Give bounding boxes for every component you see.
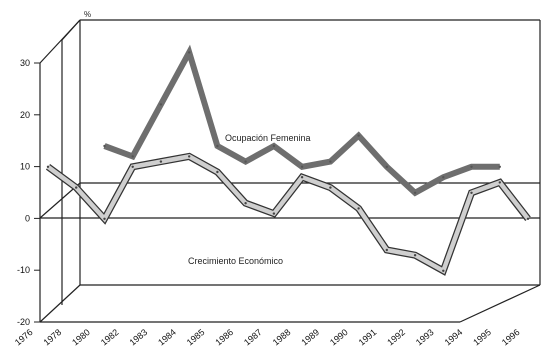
x-tick-label: 1993 (414, 327, 436, 348)
data-point (244, 160, 247, 163)
y-tick-label: -10 (17, 265, 30, 275)
x-tick-label: 1994 (443, 327, 465, 348)
series-layer (45, 44, 531, 276)
x-tick-label: 1987 (242, 327, 264, 348)
y-tick-label: 30 (20, 58, 30, 68)
x-tick-label: 1991 (357, 327, 379, 348)
y-tick-label: 10 (20, 162, 30, 172)
data-point (442, 176, 445, 179)
x-axis-ticks: 1976 1978 1980 1982 1983 1984 1985 1986 1987 1988… (13, 327, 522, 348)
x-tick-label: 1996 (500, 327, 522, 348)
data-point (131, 155, 134, 158)
x-tick-label: 1992 (385, 327, 407, 348)
data-point (470, 191, 473, 194)
data-point (413, 191, 417, 194)
data-point (131, 165, 134, 168)
data-point (329, 160, 332, 163)
data-point (498, 165, 501, 168)
x-tick-label: 1976 (13, 327, 35, 348)
data-point (159, 160, 163, 163)
data-point (413, 254, 417, 257)
y-tick-label: 20 (20, 110, 30, 120)
data-point (103, 144, 106, 148)
data-point (385, 248, 388, 252)
unit-label: % (84, 10, 91, 19)
series-line-crecimiento-economico (46, 154, 530, 275)
x-tick-label: 1988 (271, 327, 293, 348)
data-point (300, 165, 304, 168)
y-tick-label: -20 (17, 317, 30, 327)
data-point (357, 207, 360, 210)
y-tick-label: 0 (25, 213, 30, 223)
x-tick-label: 1982 (99, 327, 121, 348)
x-tick-label: 1990 (328, 327, 350, 348)
data-point (188, 51, 191, 54)
x-tick-label: 1984 (156, 327, 178, 348)
data-point (385, 165, 388, 168)
data-point (46, 165, 50, 168)
data-point (272, 212, 276, 215)
data-point (159, 103, 163, 106)
data-point (216, 144, 219, 148)
data-point (442, 269, 445, 272)
data-point (75, 186, 78, 189)
inner-left-top (61, 19, 81, 41)
data-point (188, 155, 191, 158)
x-tick-label: 1986 (213, 327, 235, 348)
series-line-ocupacion-femenina (103, 44, 500, 197)
data-point (300, 176, 304, 179)
x-tick-label: 1985 (185, 327, 207, 348)
data-point (329, 186, 332, 189)
data-point (244, 202, 247, 205)
data-point (103, 217, 106, 220)
x-tick-label: 1980 (70, 327, 92, 348)
x-tick-label: 1989 (299, 327, 321, 348)
x-tick-label: 1995 (471, 327, 493, 348)
data-point (216, 170, 219, 174)
series-label-crecimiento-economico: Crecimiento Económico (188, 256, 283, 266)
data-point (470, 165, 473, 168)
depth-bottom-edge (39, 284, 81, 323)
x-tick-label: 1983 (127, 327, 149, 348)
depth-right-edge (459, 284, 541, 323)
data-point (272, 144, 276, 148)
data-point (498, 181, 501, 184)
y-axis-ticks: 30 20 10 0 -10 -20 (17, 58, 40, 327)
data-point (526, 217, 530, 220)
data-point (357, 134, 360, 137)
series-label-ocupacion-femenina: Ocupación Femenina (225, 133, 311, 143)
x-tick-label: 1978 (42, 327, 64, 348)
